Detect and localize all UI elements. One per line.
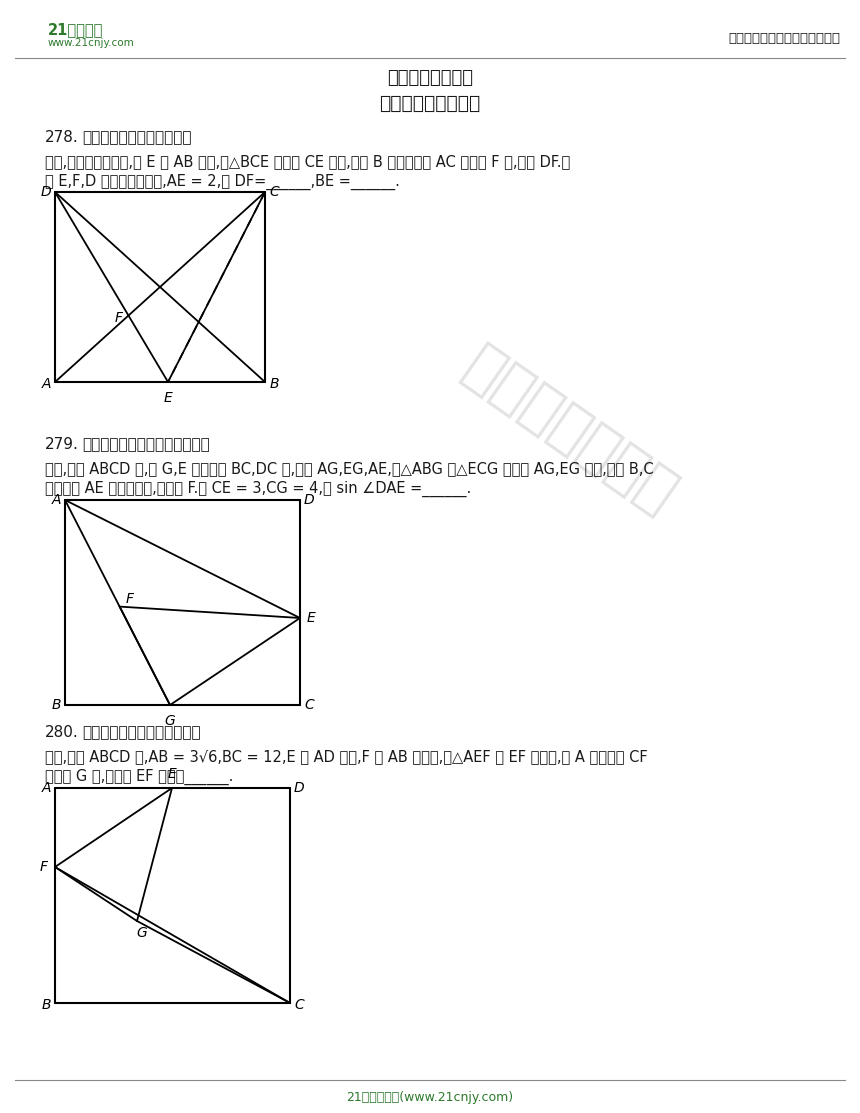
Text: E: E (163, 391, 172, 405)
Text: G: G (137, 926, 147, 940)
Text: C: C (269, 185, 279, 199)
Text: F: F (126, 592, 133, 605)
Text: F: F (40, 860, 48, 874)
Text: 279.: 279. (45, 437, 79, 452)
Text: C: C (304, 698, 314, 712)
Text: D: D (304, 493, 314, 508)
Text: 21世纪教育网(www.21cnjy.com): 21世纪教育网(www.21cnjy.com) (347, 1091, 513, 1103)
Text: 第十三节：折叠模型: 第十三节：折叠模型 (379, 93, 481, 112)
Text: 280.: 280. (45, 725, 79, 740)
Text: A: A (41, 377, 51, 391)
Text: D: D (40, 185, 52, 199)
Text: B: B (41, 998, 51, 1012)
Text: 点 E,F,D 在同一条直线上,AE = 2,则 DF=______,BE =______.: 点 E,F,D 在同一条直线上,AE = 2,则 DF=______,BE =_… (45, 174, 400, 190)
Text: 如图,矩形 ABCD 中,点 G,E 分别在边 BC,DC 上,连接 AG,EG,AE,将△ABG 和△ECG 分别沿 AG,EG 折叠,使点 B,C: 如图,矩形 ABCD 中,点 G,E 分别在边 BC,DC 上,连接 AG,EG… (45, 461, 654, 476)
Text: 矩形折叠求角的正弦值（初三）: 矩形折叠求角的正弦值（初三） (82, 437, 210, 452)
Text: 278.: 278. (45, 130, 79, 145)
Text: 人教网精选资料: 人教网精选资料 (453, 336, 686, 523)
Text: A: A (41, 781, 51, 795)
Text: 恰好落在 AE 上的同一点,记为点 F.若 CE = 3,CG = 4,则 sin ∠DAE =______.: 恰好落在 AE 上的同一点,记为点 F.若 CE = 3,CG = 4,则 si… (45, 481, 471, 498)
Text: C: C (294, 998, 304, 1012)
Text: E: E (307, 611, 316, 626)
Text: B: B (269, 377, 279, 391)
Text: A: A (52, 493, 61, 508)
Text: 如图,矩形 ABCD 中,AB = 3√6,BC = 12,E 为 AD 中点,F 为 AB 上一点,将△AEF 沿 EF 折叠后,点 A 恰好落到 CF: 如图,矩形 ABCD 中,AB = 3√6,BC = 12,E 为 AD 中点,… (45, 749, 648, 764)
Text: www.21cnjy.com: www.21cnjy.com (48, 38, 135, 48)
Text: 矩形折叠求线段长（初三）: 矩形折叠求线段长（初三） (82, 130, 192, 145)
Text: 如图,是一张矩形纸片,点 E 在 AB 边上,把△BCE 沿直线 CE 对折,使点 B 落在对角线 AC 上的点 F 处,连接 DF.若: 如图,是一张矩形纸片,点 E 在 AB 边上,把△BCE 沿直线 CE 对折,使… (45, 154, 570, 169)
Text: G: G (164, 715, 175, 728)
Text: 矩形折叠求线段的长（初三）: 矩形折叠求线段的长（初三） (82, 725, 200, 740)
Text: 21世纪教育: 21世纪教育 (48, 22, 103, 37)
Text: B: B (52, 698, 61, 712)
Text: 中小学教育资源及组卷应用平台: 中小学教育资源及组卷应用平台 (728, 31, 840, 45)
Text: E: E (168, 767, 176, 781)
Text: 上的点 G 处,则折食 EF 的长是______.: 上的点 G 处,则折食 EF 的长是______. (45, 769, 233, 785)
Text: D: D (293, 781, 304, 795)
Text: 中考数学几何模型: 中考数学几何模型 (387, 69, 473, 87)
Text: F: F (114, 311, 122, 325)
